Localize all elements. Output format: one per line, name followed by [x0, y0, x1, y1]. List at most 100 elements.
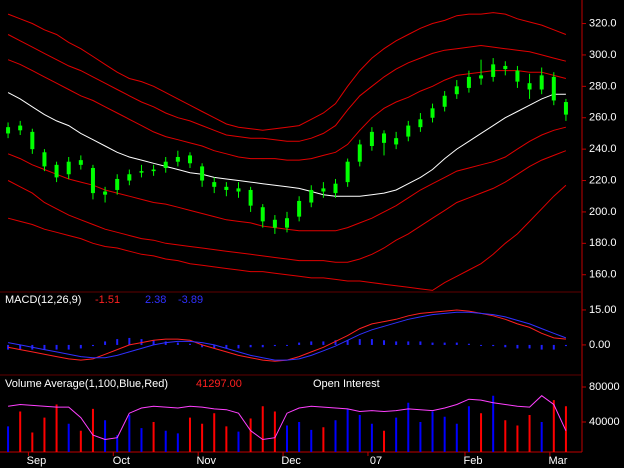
- candle-body: [127, 174, 132, 181]
- histogram-bar: [528, 344, 531, 349]
- histogram-bar: [480, 344, 483, 346]
- x-tick-label: 07: [370, 455, 382, 467]
- histogram-bar: [237, 344, 240, 349]
- band-line: [7, 12, 567, 131]
- histogram-bar: [407, 341, 410, 345]
- histogram-bar: [19, 344, 22, 350]
- volume-bar: [467, 406, 470, 452]
- band-line: [7, 184, 567, 291]
- volume-bar: [286, 425, 288, 452]
- volume-bar: [261, 406, 264, 452]
- histogram-bar: [443, 342, 446, 345]
- volume-bar: [249, 418, 252, 452]
- histogram-bar: [43, 344, 46, 350]
- candle-body: [175, 156, 180, 162]
- volume-bar: [140, 428, 143, 452]
- y-tick-label: 220.0: [589, 174, 617, 186]
- volume-bar: [310, 429, 313, 452]
- volume-bar: [492, 395, 495, 452]
- candle-body: [224, 186, 229, 190]
- band-line: [7, 92, 566, 197]
- volume-bar: [540, 421, 543, 452]
- candle-body: [103, 191, 108, 195]
- histogram-bar: [298, 342, 301, 345]
- band-line: [7, 59, 567, 161]
- histogram-bar: [419, 341, 422, 345]
- volume-bar: [358, 414, 361, 452]
- y-tick-label: 40000: [589, 416, 620, 428]
- volume-bar: [31, 432, 34, 452]
- candle-body: [151, 169, 156, 172]
- histogram-bar: [431, 342, 434, 345]
- candle-body: [90, 167, 95, 194]
- candle-body: [54, 164, 59, 178]
- volume-bar: [516, 425, 519, 452]
- candle-body: [539, 75, 544, 90]
- volume-bar: [67, 423, 70, 452]
- histogram-bar: [310, 341, 313, 345]
- volume-bar: [395, 417, 398, 452]
- candle-body: [248, 189, 253, 206]
- readout: -3.89: [178, 294, 203, 306]
- histogram-bar: [395, 341, 398, 345]
- histogram-bar: [358, 339, 361, 345]
- macd-line: [8, 311, 567, 361]
- volume-bar: [225, 426, 228, 452]
- volume-bar: [443, 416, 446, 452]
- volume-bar: [407, 402, 410, 452]
- volume-bar: [528, 414, 531, 452]
- candle-body: [115, 178, 120, 190]
- histogram-bar: [261, 344, 264, 348]
- histogram-bar: [273, 344, 276, 347]
- candle-body: [297, 200, 302, 217]
- candle-body: [563, 102, 568, 115]
- volume-bar: [383, 430, 386, 452]
- histogram-bar: [79, 344, 82, 349]
- histogram-bar: [128, 337, 131, 345]
- candle-body: [406, 125, 411, 137]
- y-tick-label: 180.0: [589, 237, 617, 249]
- histogram-bar: [516, 344, 519, 349]
- volume-bar: [43, 417, 46, 452]
- histogram-bar: [334, 340, 337, 345]
- candle-body: [187, 155, 192, 164]
- candle-body: [6, 127, 11, 134]
- volume-bar: [455, 423, 458, 452]
- y-tick-label: 0.00: [589, 339, 610, 351]
- volume-bar: [91, 408, 94, 452]
- histogram-bar: [286, 344, 288, 346]
- histogram-bar: [176, 342, 179, 345]
- candle-body: [272, 219, 277, 228]
- x-tick-label: Feb: [464, 455, 483, 467]
- candle-body: [236, 188, 241, 192]
- histogram-bar: [116, 339, 119, 345]
- candle-body: [369, 131, 374, 146]
- candle-body: [260, 207, 265, 222]
- histogram-bar: [552, 344, 555, 350]
- volume-bar: [334, 420, 337, 452]
- volume-bar: [164, 430, 167, 452]
- volume-bar: [273, 411, 276, 452]
- volume-bar: [55, 404, 58, 452]
- y-tick-label: 300.0: [589, 49, 617, 61]
- x-tick-label: Sep: [27, 455, 47, 467]
- candle-body: [309, 189, 314, 203]
- y-tick-label: 160.0: [589, 269, 617, 281]
- candle-body: [491, 64, 496, 77]
- candle-body: [382, 133, 387, 143]
- volume-average: [8, 395, 567, 441]
- y-tick-label: 320.0: [589, 17, 617, 29]
- candle-body: [345, 161, 350, 183]
- volume-bar: [176, 433, 179, 452]
- y-tick-label: 260.0: [589, 112, 617, 124]
- readout: 41297.00: [196, 378, 242, 390]
- volume-bar: [480, 413, 483, 452]
- volume-bar: [201, 423, 204, 452]
- volume-bar: [188, 417, 191, 452]
- volume-bar: [152, 421, 155, 452]
- volume-bar: [370, 423, 373, 452]
- candle-body: [466, 76, 471, 88]
- volume-bar: [564, 406, 567, 452]
- volume-bar: [346, 408, 349, 452]
